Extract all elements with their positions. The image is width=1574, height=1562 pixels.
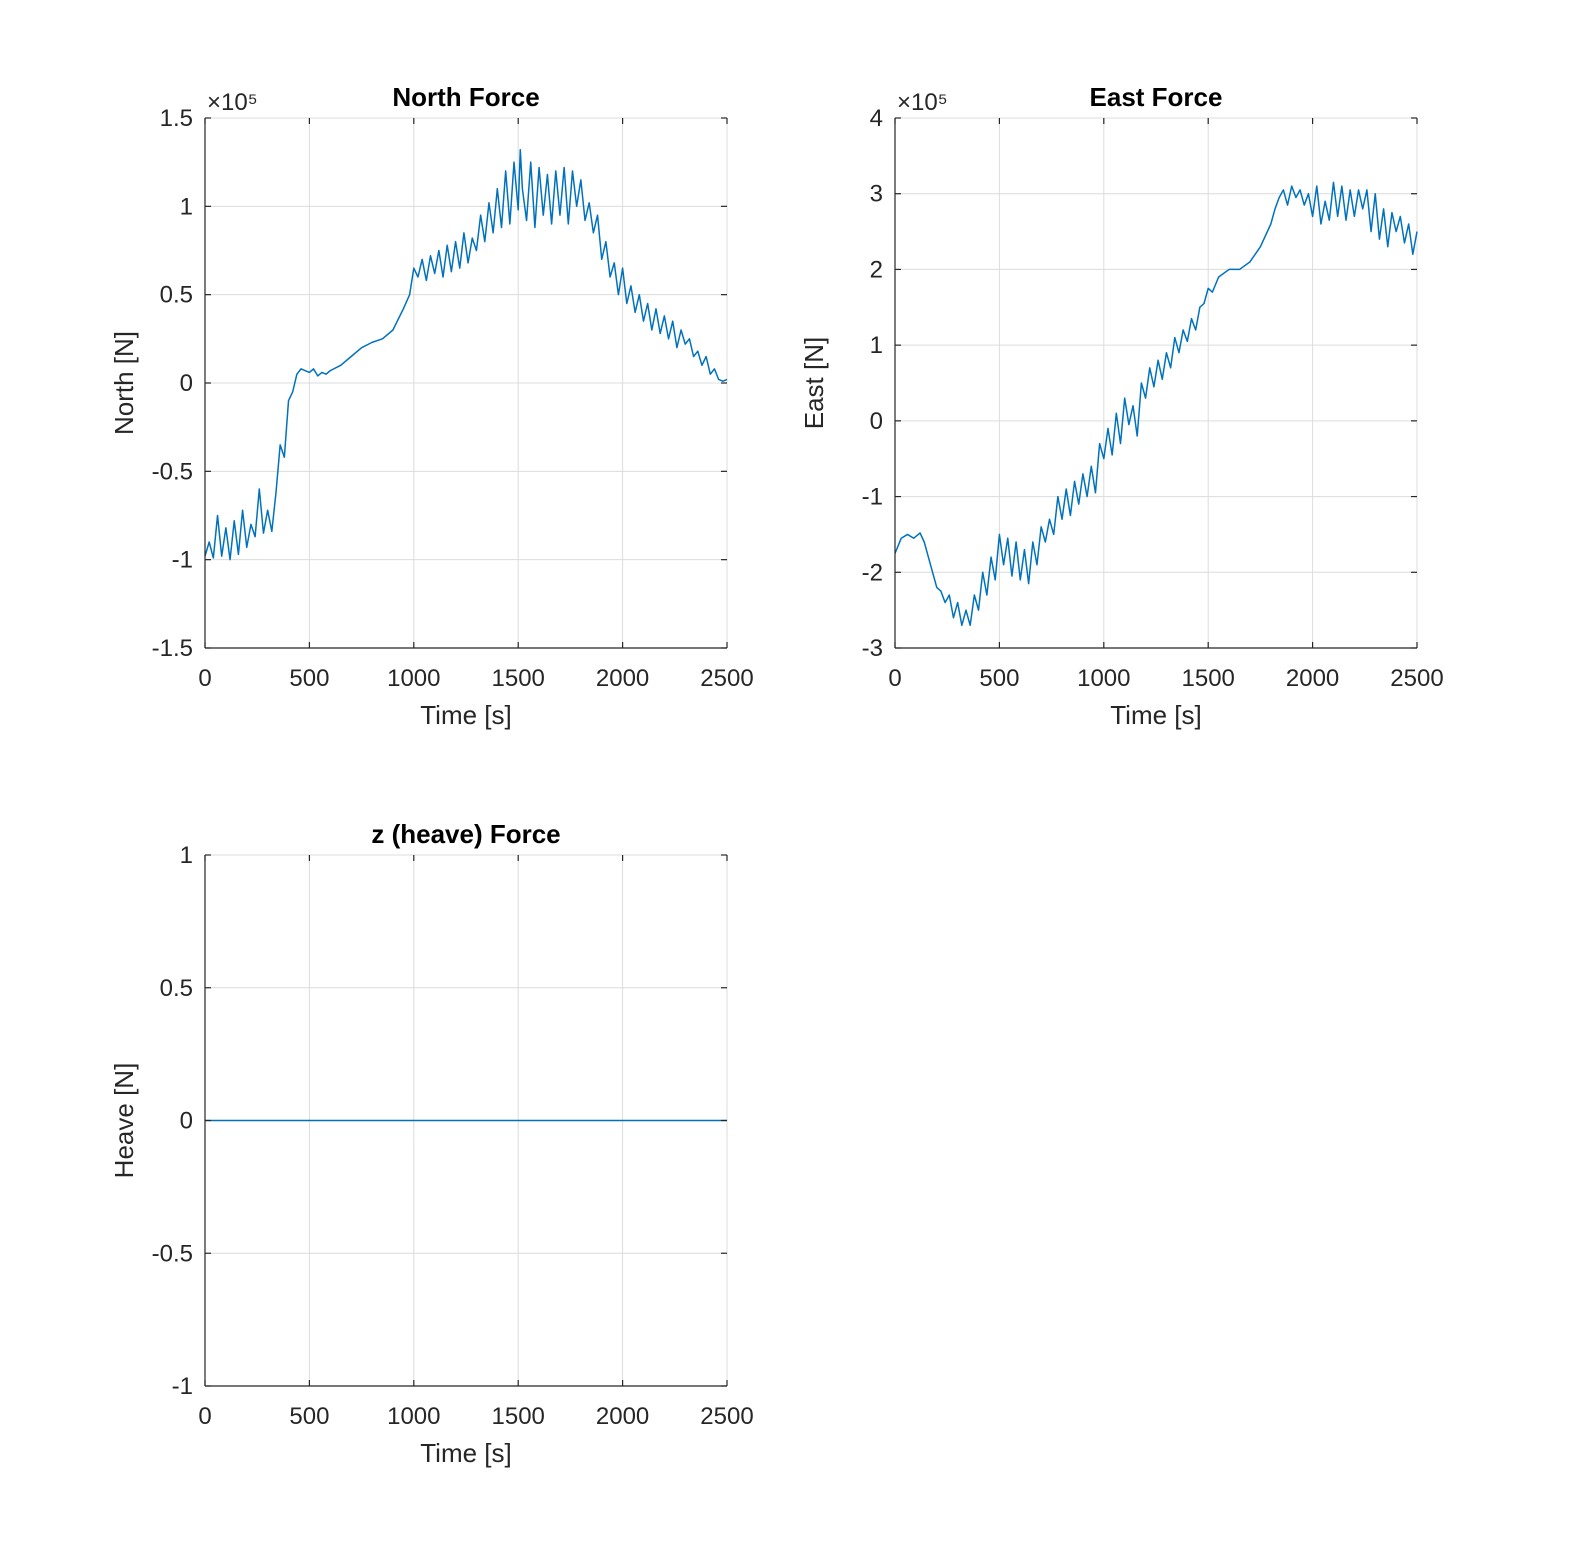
x-tick-label: 1000 xyxy=(387,665,440,692)
x-tick-label: 1000 xyxy=(387,1403,440,1430)
x-tick-label: 500 xyxy=(979,665,1019,692)
x-tick-label: 0 xyxy=(198,665,211,692)
y-tick-label: 3 xyxy=(870,181,883,208)
y-tick-label: 0 xyxy=(870,408,883,435)
series-line xyxy=(894,181,1418,627)
x-tick-label: 2000 xyxy=(1286,665,1339,692)
y-axis-label: East [N] xyxy=(799,337,829,429)
chart-title: z (heave) Force xyxy=(371,819,560,849)
east-force-axes: East Force Time [s] East [N] ×10⁵ 0 500 10… xyxy=(799,82,1444,730)
y-tick-label: 1 xyxy=(180,193,193,220)
y-tick-label: 1 xyxy=(870,332,883,359)
plot-area xyxy=(895,118,1417,648)
x-tick-label: 500 xyxy=(289,1403,329,1430)
x-tick-label: 0 xyxy=(888,665,901,692)
x-tick-label: 1500 xyxy=(492,665,545,692)
y-tick-label: -1 xyxy=(172,1373,193,1400)
chart-title: East Force xyxy=(1090,82,1223,112)
y-tick-label: -3 xyxy=(862,635,883,662)
y-tick-label: 1.5 xyxy=(160,105,193,132)
chart-title: North Force xyxy=(392,82,539,112)
x-axis-label: Time [s] xyxy=(420,1438,511,1468)
x-tick-label: 2000 xyxy=(596,1403,649,1430)
exponent-label: ×10⁵ xyxy=(207,89,258,116)
x-tick-label: 1500 xyxy=(1182,665,1235,692)
x-tick-label: 2000 xyxy=(596,665,649,692)
x-tick-label: 500 xyxy=(289,665,329,692)
y-tick-label: -0.5 xyxy=(152,1240,193,1267)
y-tick-label: 0 xyxy=(180,370,193,397)
y-tick-label: 4 xyxy=(870,105,883,132)
x-axis-label: Time [s] xyxy=(420,700,511,730)
y-tick-label: -1 xyxy=(172,547,193,574)
y-tick-label: 0.5 xyxy=(160,975,193,1002)
x-tick-label: 1000 xyxy=(1077,665,1130,692)
y-tick-label: -0.5 xyxy=(152,458,193,485)
y-tick-label: 2 xyxy=(870,256,883,283)
y-tick-label: 0.5 xyxy=(160,282,193,309)
y-axis-label: North [N] xyxy=(109,331,139,435)
exponent-label: ×10⁵ xyxy=(897,89,948,116)
x-tick-label: 2500 xyxy=(700,1403,753,1430)
y-tick-label: 0 xyxy=(180,1108,193,1135)
y-tick-label: -2 xyxy=(862,559,883,586)
y-axis-label: Heave [N] xyxy=(109,1063,139,1179)
y-tick-label: 1 xyxy=(180,842,193,869)
y-tick-label: -1.5 xyxy=(152,635,193,662)
north-force-axes: North Force Time [s] North [N] ×10⁵ 0 500… xyxy=(109,82,754,730)
x-tick-label: 2500 xyxy=(1390,665,1443,692)
x-tick-label: 0 xyxy=(198,1403,211,1430)
y-tick-label: -1 xyxy=(862,484,883,511)
x-tick-label: 1500 xyxy=(492,1403,545,1430)
x-axis-label: Time [s] xyxy=(1110,700,1201,730)
x-tick-label: 2500 xyxy=(700,665,753,692)
series-line xyxy=(204,149,728,561)
heave-force-axes: z (heave) Force Time [s] Heave [N] 0 500 1… xyxy=(109,819,754,1468)
